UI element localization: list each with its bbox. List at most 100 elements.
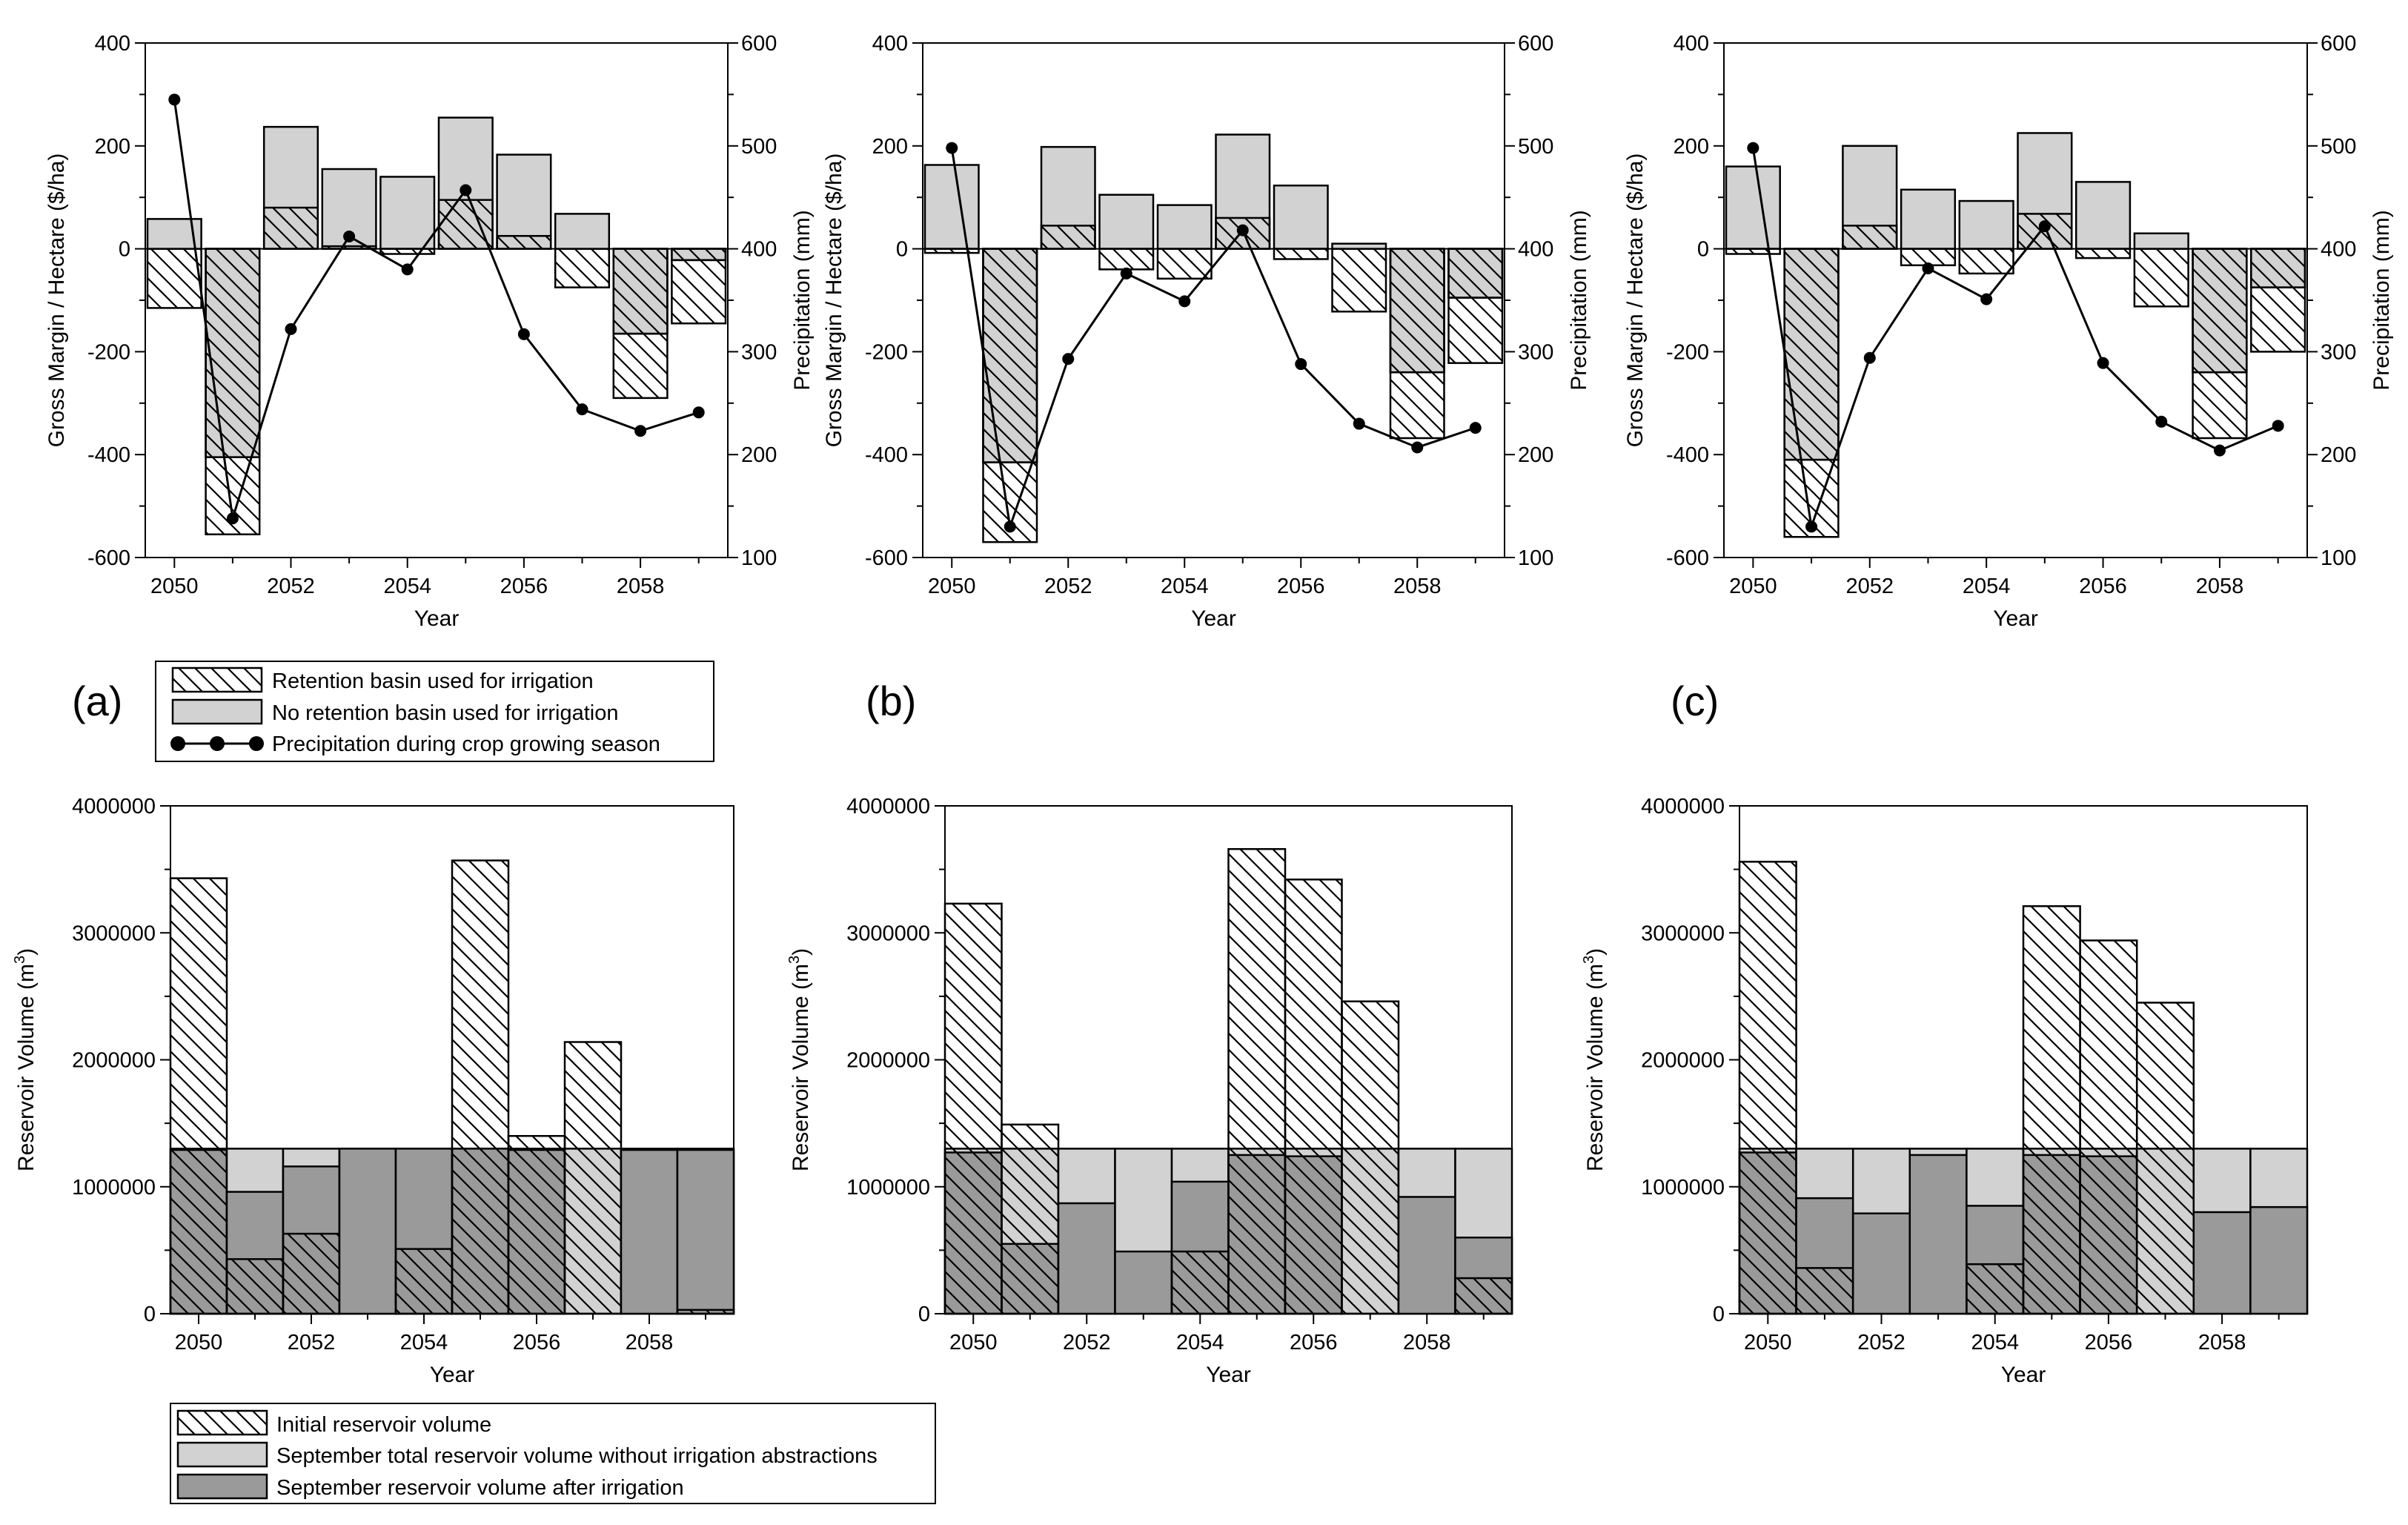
bar-retention-basin [496,235,552,250]
precipitation-point [1469,422,1482,434]
bar-initial-volume [394,1248,454,1315]
y-tick-label: 400 [1674,32,1709,56]
legend-top-label-precipitation: Precipitation during crop growing season [272,732,660,756]
legend-swatch-light [171,698,263,725]
bar-no-retention-basin [554,213,611,250]
y2-tick-label: 600 [2321,32,2356,56]
precipitation-point [285,322,297,335]
bar-sep-after-irrigation [1057,1202,1116,1315]
bar-no-retention-basin [1098,193,1155,250]
bar-no-retention-basin [1725,165,1781,250]
bar-no-retention-basin [496,153,552,250]
reservoir-chart-3: 0 1000000 2000000 3000000 4000000 2050 2052 205… [1581,795,2309,1387]
gross-margin-chart-2: -600 -400 -200 0 200 400 100 200 300 400 500 600 205… [822,32,1591,631]
bar-initial-volume [1001,1123,1060,1315]
x-tick-label: 2058 [2198,1331,2246,1354]
precipitation-point [576,403,588,416]
bar-retention-basin [2074,248,2132,259]
precipitation-point [168,93,181,106]
y-tick-label: -400 [865,443,908,467]
reservoir-chart-1: 0 1000000 2000000 3000000 4000000 2050 2052 205… [12,795,735,1387]
panel-label-a: (a) [72,678,122,724]
y-tick-label: -200 [87,340,130,364]
y-tick-label: 4000000 [1641,795,1725,818]
y2-tick-label: 100 [741,546,777,570]
y-axis-label: Reservoir Volume (m3) [1581,948,1608,1171]
x-tick-label: 2054 [1963,575,2011,598]
y2-axis-label: Precipitation (mm) [1567,210,1591,390]
y-tick-label: 3000000 [72,922,156,945]
y-tick-label: 0 [144,1303,156,1326]
x-axis-label: Year [430,1363,475,1387]
x-tick-label: 2058 [617,575,665,598]
bar-sep-after-irrigation [676,1148,735,1315]
precipitation-point [1004,520,1016,533]
bar-overlap [2192,248,2248,374]
y-tick-label: 1000000 [846,1176,930,1200]
legend-top-label-retention: Retention basin used for irrigation [272,669,594,693]
precipitation-point [2213,444,2226,457]
bar-retention-basin [2133,248,2189,308]
y2-tick-label: 400 [2321,238,2356,262]
x-tick-label: 2050 [175,1331,223,1354]
bar-sep-after-irrigation [2249,1205,2309,1315]
precipitation-point [1236,224,1249,236]
y2-tick-label: 200 [1518,443,1553,467]
y-axis-label: Reservoir Volume (m3) [786,948,813,1171]
bar-overlap [612,248,669,335]
precipitation-point [692,406,705,419]
y2-tick-label: 300 [2321,340,2356,364]
precipitation-point [460,184,472,196]
bar-no-retention-basin [1958,199,2014,250]
y-tick-label: 400 [872,32,908,56]
x-tick-label: 2054 [1176,1331,1224,1354]
x-tick-label: 2050 [928,575,976,598]
x-tick-label: 2052 [1857,1331,1905,1354]
bar-overlap [671,248,727,262]
bar-overlap [205,248,261,458]
bar-initial-volume [1454,1277,1513,1315]
bar-initial-volume [451,859,510,1315]
legend-bottom-label-sep-after: September reservoir volume after irrigat… [276,1476,684,1500]
bar-initial-volume [2135,1002,2195,1315]
legend-line-marker-2 [210,736,225,751]
bar-no-retention-basin [2074,181,2132,250]
y-axis-label: Reservoir Volume (m3) [12,948,39,1171]
precipitation-point [226,512,239,525]
x-tick-label: 2058 [1393,575,1442,598]
legend-top-label-no-retention: No retention basin used for irrigation [272,701,618,725]
x-axis-label: Year [414,606,460,631]
legend-swatch-sep-total [176,1441,268,1468]
bar-retention-basin [554,248,611,288]
y2-tick-label: 500 [741,135,777,159]
bar-initial-volume [1738,861,1797,1315]
y-axis-label-sup: 3 [12,956,28,964]
x-tick-label: 2056 [2085,1331,2133,1354]
charts-layer: -600 -400 -200 0 200 400 100 200 300 400 500 600 205… [12,32,2394,1387]
y-tick-label: 200 [95,135,130,159]
x-tick-label: 2050 [150,575,199,598]
legend-swatch-hatch [171,666,263,693]
bar-initial-volume [225,1258,285,1315]
y-tick-label: 2000000 [1641,1049,1725,1073]
bar-sep-after-irrigation [1114,1250,1173,1315]
legend-bottom-label-sep-total: September total reservoir volume without… [276,1444,878,1468]
y-tick-label: -600 [865,546,908,570]
y2-tick-label: 100 [2321,546,2356,570]
precipitation-point [634,425,647,437]
x-tick-label: 2056 [2079,575,2127,598]
bar-initial-volume [282,1232,341,1315]
y-axis-label-sup: 3 [1581,956,1597,964]
precipitation-point [1980,293,1993,305]
bar-initial-volume [1170,1250,1230,1315]
precipitation-line [173,99,700,519]
y-axis-label-text: Reservoir Volume (m [14,964,39,1171]
x-axis-label: Year [1206,1363,1251,1387]
y-tick-label: 0 [896,238,908,262]
y-tick-label: 3000000 [1641,922,1725,945]
bar-no-retention-basin [379,176,436,250]
precipitation-point [1353,417,1365,430]
precipitation-point [946,142,958,154]
x-tick-label: 2058 [2196,575,2244,598]
